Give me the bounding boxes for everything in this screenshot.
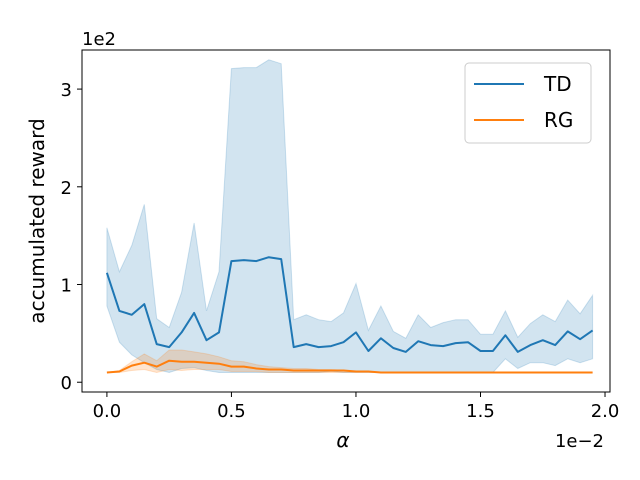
y-tick-label: 3: [61, 80, 72, 101]
legend-label-td: TD: [543, 72, 572, 96]
series-line-td: [105, 256, 594, 353]
series-lines: [105, 256, 594, 374]
y-axis-label: accumulated reward: [25, 118, 49, 323]
plot-frame: [81, 49, 611, 393]
x-tick-label: 1.5: [466, 401, 495, 422]
legend: TD RG: [464, 62, 592, 144]
x-multiplier-label: 1e−2: [555, 431, 604, 452]
x-tick-label: 0.5: [217, 401, 246, 422]
y-tick-label: 1: [61, 276, 72, 297]
band-td: [106, 59, 594, 374]
x-axis-label: α: [336, 428, 349, 452]
x-tick-label: 0.0: [93, 401, 122, 422]
series-line-rg: [106, 359, 593, 374]
axes: 0.0 0.5 1.0 1.5 2.0 0 1 2 3: [61, 49, 620, 422]
x-tick-label: 2.0: [591, 401, 620, 422]
x-tick-label: 1.0: [342, 401, 371, 422]
y-multiplier-label: 1e2: [82, 29, 116, 50]
y-tick-label: 0: [61, 373, 72, 394]
y-tick-label: 2: [61, 178, 72, 199]
legend-label-rg: RG: [544, 108, 573, 132]
